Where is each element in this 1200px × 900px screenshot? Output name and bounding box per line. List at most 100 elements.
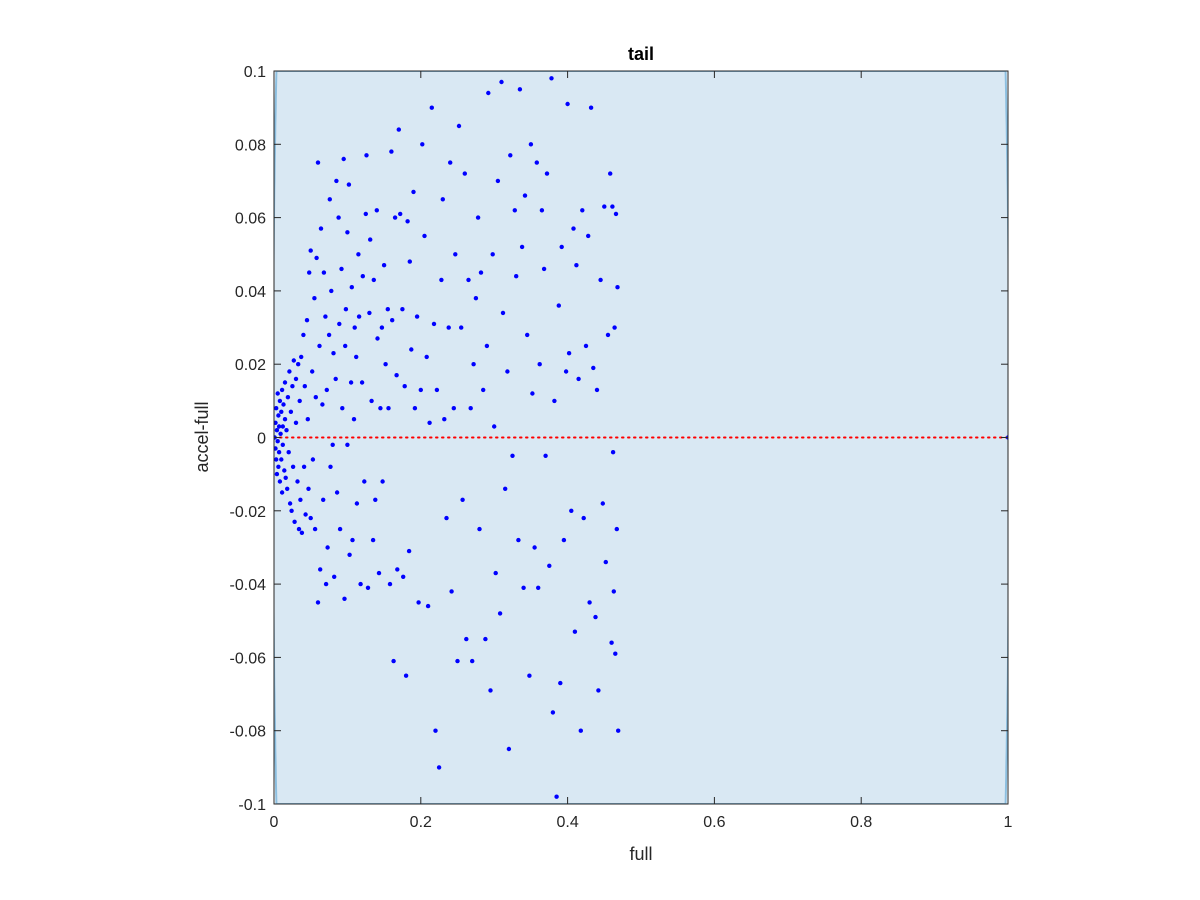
data-point <box>593 614 598 620</box>
data-point <box>351 417 357 422</box>
data-point <box>530 391 535 396</box>
data-point <box>305 417 310 422</box>
data-point <box>278 431 283 436</box>
data-point <box>565 101 570 107</box>
data-point <box>572 629 578 634</box>
data-point <box>275 391 280 396</box>
data-point <box>356 314 362 319</box>
data-point <box>503 486 508 491</box>
data-point <box>422 233 427 239</box>
data-point <box>390 318 395 323</box>
data-point <box>279 409 284 414</box>
data-point <box>571 226 576 231</box>
data-point <box>547 563 552 568</box>
data-point <box>598 277 603 283</box>
data-point <box>475 215 481 220</box>
data-point <box>594 387 600 393</box>
data-point <box>588 105 594 110</box>
data-point <box>596 688 601 693</box>
y-tick-label: -0.06 <box>230 650 267 667</box>
data-point <box>486 90 491 96</box>
data-point <box>290 384 295 389</box>
data-point <box>444 515 449 521</box>
data-point <box>289 508 294 513</box>
data-point <box>440 197 445 202</box>
data-point <box>392 215 398 220</box>
data-point <box>510 453 515 458</box>
plot-area <box>274 71 1008 804</box>
data-point <box>280 442 285 447</box>
data-point <box>549 76 554 81</box>
data-point <box>613 651 618 656</box>
data-point <box>333 376 338 382</box>
data-point <box>310 369 315 374</box>
data-point <box>563 369 569 374</box>
data-point <box>281 402 286 407</box>
data-point <box>293 376 299 382</box>
data-point <box>616 728 621 733</box>
data-point <box>334 490 340 495</box>
y-tick-label: 0.02 <box>235 357 266 374</box>
data-point <box>587 600 592 605</box>
data-point <box>394 373 399 378</box>
data-point <box>536 585 541 590</box>
data-point <box>274 420 278 425</box>
data-point <box>566 351 572 356</box>
data-point <box>274 406 279 411</box>
data-point <box>310 457 316 462</box>
data-point <box>283 475 288 480</box>
data-point <box>293 420 299 425</box>
y-tick-label: 0.1 <box>244 64 266 81</box>
data-point <box>330 442 335 447</box>
data-point <box>605 332 611 338</box>
data-point <box>615 285 620 290</box>
data-point <box>610 450 616 455</box>
data-point <box>332 574 337 579</box>
data-point <box>586 233 591 239</box>
data-point <box>301 464 307 469</box>
data-point <box>315 600 321 605</box>
data-point <box>406 548 412 554</box>
data-point <box>468 406 473 411</box>
data-point <box>407 259 412 264</box>
data-point <box>608 171 613 176</box>
data-point <box>550 710 556 715</box>
data-point <box>439 277 444 283</box>
data-point <box>569 508 574 513</box>
data-point <box>395 567 400 572</box>
data-point <box>488 688 493 693</box>
y-tick-label: -0.1 <box>238 797 266 814</box>
data-point <box>339 266 344 272</box>
data-point <box>473 296 479 301</box>
data-point <box>505 369 510 374</box>
y-tick-label: -0.08 <box>230 724 267 741</box>
data-point <box>274 471 280 477</box>
data-point <box>574 263 579 268</box>
y-tick-label: 0.06 <box>235 211 266 228</box>
data-point <box>521 585 526 590</box>
data-point <box>299 530 305 535</box>
data-point <box>295 479 300 484</box>
data-point <box>453 252 458 257</box>
y-tick-label: 0.04 <box>235 284 266 301</box>
data-point <box>312 526 318 532</box>
data-point <box>374 208 379 213</box>
data-point <box>343 343 348 349</box>
data-point <box>466 277 471 283</box>
data-point <box>506 746 512 752</box>
data-point <box>525 332 530 338</box>
data-point <box>296 526 302 532</box>
data-point <box>429 105 434 110</box>
data-point <box>325 545 330 550</box>
data-point <box>347 552 352 557</box>
data-point <box>470 658 475 664</box>
data-point <box>613 211 619 217</box>
data-point <box>609 640 614 645</box>
data-point <box>363 211 368 217</box>
data-point <box>365 585 371 590</box>
data-point <box>346 182 352 187</box>
data-point <box>464 636 469 642</box>
data-point <box>581 515 586 521</box>
data-point <box>302 384 307 389</box>
data-point <box>367 310 372 316</box>
